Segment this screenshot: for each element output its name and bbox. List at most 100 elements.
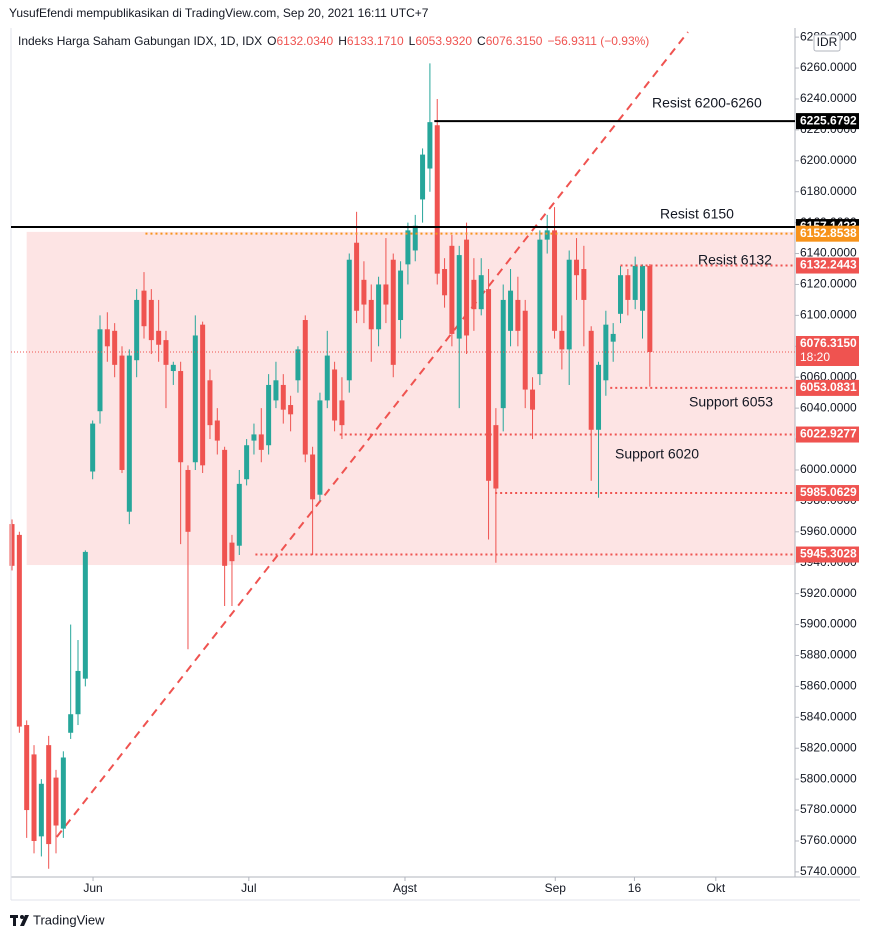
candle-body <box>31 754 37 841</box>
candle-body <box>280 384 286 410</box>
price-label-bg <box>796 225 859 242</box>
candle-body <box>552 230 558 331</box>
y-tick-label: 6120.0000 <box>800 277 857 291</box>
currency-badge: IDR <box>817 35 838 49</box>
price-label: 6225.6792 <box>800 113 857 127</box>
annotation: Support 6020 <box>615 446 699 462</box>
candle-body <box>544 230 550 240</box>
candle-body <box>368 299 374 330</box>
price-label-bg <box>796 335 859 366</box>
price-label: 5945.3028 <box>800 547 857 561</box>
candle-body <box>251 434 257 441</box>
candle-body <box>178 371 184 463</box>
candle-body <box>632 265 638 300</box>
y-tick-label: 6260.0000 <box>800 60 857 74</box>
price-label: 6152.8538 <box>800 226 857 240</box>
y-tick-label: 5740.0000 <box>800 864 857 878</box>
candle-body <box>244 445 250 480</box>
annotation: Resist 6150 <box>660 206 734 222</box>
candle-body <box>163 340 169 365</box>
legend-value: 6076.3150 <box>486 34 543 48</box>
price-label-bg <box>796 379 859 396</box>
legend-change: −56.9311 (−0.93%) <box>547 34 649 48</box>
y-tick-label: 5880.0000 <box>800 648 857 662</box>
candle-body <box>434 125 440 274</box>
x-tick-label: Okt <box>706 881 725 895</box>
candle-body <box>537 239 543 375</box>
candle-body <box>449 245 455 334</box>
candle-body <box>588 330 594 430</box>
y-tick-label: 5760.0000 <box>800 833 857 847</box>
candle-body <box>295 349 301 381</box>
candle-body <box>24 725 30 811</box>
candle-body <box>112 330 118 365</box>
y-tick-label: 5780.0000 <box>800 802 857 816</box>
annotation: Resist 6200-6260 <box>652 95 762 111</box>
annotation: Resist 6132 <box>698 252 772 268</box>
candle-body <box>258 434 264 450</box>
legend-key: O <box>267 34 276 48</box>
candle-body <box>405 230 411 265</box>
y-tick-label: 5900.0000 <box>800 617 857 631</box>
candle-body <box>302 320 308 455</box>
y-tick-label: 5860.0000 <box>800 679 857 693</box>
candle-body <box>500 299 506 409</box>
candle-body <box>9 524 15 566</box>
candle-body <box>522 310 528 390</box>
price-label: 6053.0831 <box>800 380 857 394</box>
y-tick-label: 6180.0000 <box>800 184 857 198</box>
countdown-label: 18:20 <box>800 350 830 364</box>
candle-body <box>354 242 360 311</box>
candle-body <box>442 269 448 296</box>
legend-symbol: Indeks Harga Saham Gabungan IDX, 1D, IDX <box>18 34 262 48</box>
candle-body <box>200 324 206 466</box>
candle-body <box>310 454 316 500</box>
candle-body <box>581 269 587 300</box>
candle-body <box>60 757 66 829</box>
candle-body <box>207 380 213 426</box>
candle-body <box>508 290 514 331</box>
candle-body <box>75 670 81 715</box>
candle-body <box>222 449 228 566</box>
candle-body <box>68 714 74 733</box>
legend-value: 6133.1710 <box>347 34 404 48</box>
candle-body <box>156 330 162 345</box>
candle-body <box>412 225 418 251</box>
candle-body <box>266 384 272 446</box>
price-label: 6076.3150 <box>800 336 857 350</box>
price-label: 5985.0629 <box>800 485 857 499</box>
candle-body <box>493 425 499 489</box>
y-tick-label: 5800.0000 <box>800 771 857 785</box>
price-label-bg <box>796 485 859 502</box>
candle-body <box>170 364 176 372</box>
candle-body <box>332 369 338 421</box>
header: YusufEfendi mempublikasikan di TradingVi… <box>9 6 429 20</box>
y-tick-label: 6060.0000 <box>800 369 857 383</box>
candle-body <box>97 329 103 412</box>
candle-body <box>515 299 521 331</box>
y-tick-label: 6140.0000 <box>800 246 857 260</box>
candle-body <box>339 400 345 426</box>
footer-brand: TradingView <box>33 912 105 927</box>
candle-body <box>192 335 198 463</box>
x-tick-label: Jul <box>241 881 256 895</box>
x-tick-label: 16 <box>628 881 642 895</box>
legend-key: C <box>477 34 486 48</box>
y-tick-label: 6240.0000 <box>800 91 857 105</box>
trendline <box>55 31 689 838</box>
y-tick-label: 5840.0000 <box>800 709 857 723</box>
legend: Indeks Harga Saham Gabungan IDX, 1D, IDX… <box>18 34 649 48</box>
price-label-bg <box>796 257 859 274</box>
candle-body <box>38 783 44 837</box>
range-zone <box>26 231 796 566</box>
legend-key: L <box>409 34 416 48</box>
candle-body <box>141 290 147 327</box>
candle-body <box>486 289 492 481</box>
y-tick-label: 6100.0000 <box>800 308 857 322</box>
candle-body <box>236 483 242 546</box>
candle-body <box>456 255 462 339</box>
price-label-bg <box>796 546 859 563</box>
candle-body <box>185 469 191 532</box>
candle-body <box>596 364 602 430</box>
candle-body <box>618 275 624 314</box>
